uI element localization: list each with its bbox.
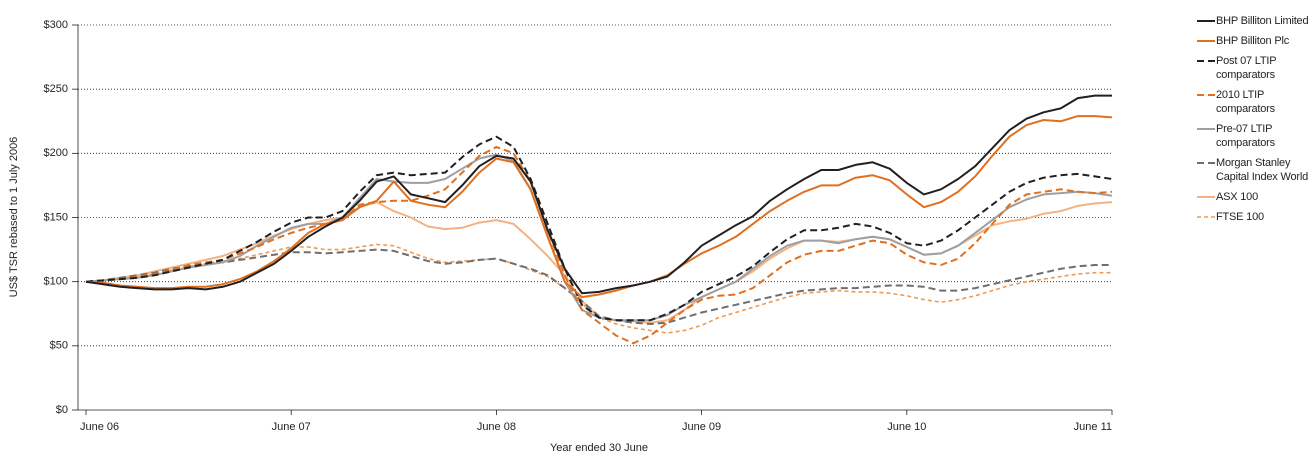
y-tick-label: $250 (44, 83, 68, 95)
x-axis-label: Year ended 30 June (550, 442, 648, 454)
x-tick-label: June 07 (272, 421, 311, 433)
legend-swatch (1197, 162, 1215, 164)
legend-item: Post 07 LTIP comparators (1196, 54, 1314, 82)
y-tick-label: $150 (44, 211, 68, 223)
chart: US$ TSR rebased to 1 July 2006 Year ende… (8, 19, 1113, 454)
series-line (85, 94, 1112, 295)
x-tick-label: June 08 (477, 421, 516, 433)
legend-label: Post 07 LTIP comparators (1216, 55, 1277, 81)
legend-swatch (1197, 94, 1215, 96)
series-line (85, 115, 1113, 299)
legend-item: Pre-07 LTIP comparators (1196, 122, 1314, 150)
x-tick-label: June 10 (887, 421, 926, 433)
legend-swatch (1197, 40, 1215, 42)
y-tick-label: $200 (44, 147, 68, 159)
legend-swatch (1197, 216, 1215, 218)
legend-label: BHP Billiton Plc (1216, 35, 1290, 47)
x-tick-label: June 06 (80, 421, 119, 433)
y-tick-label: $0 (56, 404, 68, 416)
legend-label: BHP Billiton Limited (1216, 15, 1309, 27)
x-tick-label: June 11 (1074, 421, 1112, 433)
series-line (85, 248, 1112, 325)
legend-label: Pre-07 LTIP comparators (1216, 123, 1275, 149)
legend-swatch (1197, 128, 1215, 130)
legend-item: BHP Billiton Limited (1196, 14, 1314, 28)
y-tick-label: $300 (44, 19, 68, 31)
legend-label: 2010 LTIP comparators (1216, 89, 1275, 115)
legend-item: FTSE 100 (1196, 210, 1314, 224)
legend-item: ASX 100 (1196, 190, 1314, 204)
legend-label: Morgan Stanley Capital Index World (1216, 157, 1308, 183)
legend: BHP Billiton Limited BHP Billiton Plc Post… (1196, 14, 1314, 230)
legend-item: Morgan Stanley Capital Index World (1196, 156, 1314, 184)
y-tick-label: $100 (44, 276, 68, 288)
legend-label: ASX 100 (1216, 191, 1259, 203)
x-tick-label: June 09 (682, 421, 721, 433)
y-axis-label: US$ TSR rebased to 1 July 2006 (8, 137, 20, 298)
legend-swatch (1197, 196, 1215, 198)
y-tick-label: $50 (50, 340, 68, 352)
legend-item: BHP Billiton Plc (1196, 34, 1314, 48)
legend-item: 2010 LTIP comparators (1196, 88, 1314, 116)
series-line (85, 201, 1113, 324)
legend-label: FTSE 100 (1216, 211, 1264, 223)
series-line (85, 135, 1113, 322)
legend-swatch (1197, 60, 1215, 62)
series-line (85, 243, 1112, 334)
series-line (85, 145, 1113, 345)
legend-swatch (1197, 20, 1215, 22)
